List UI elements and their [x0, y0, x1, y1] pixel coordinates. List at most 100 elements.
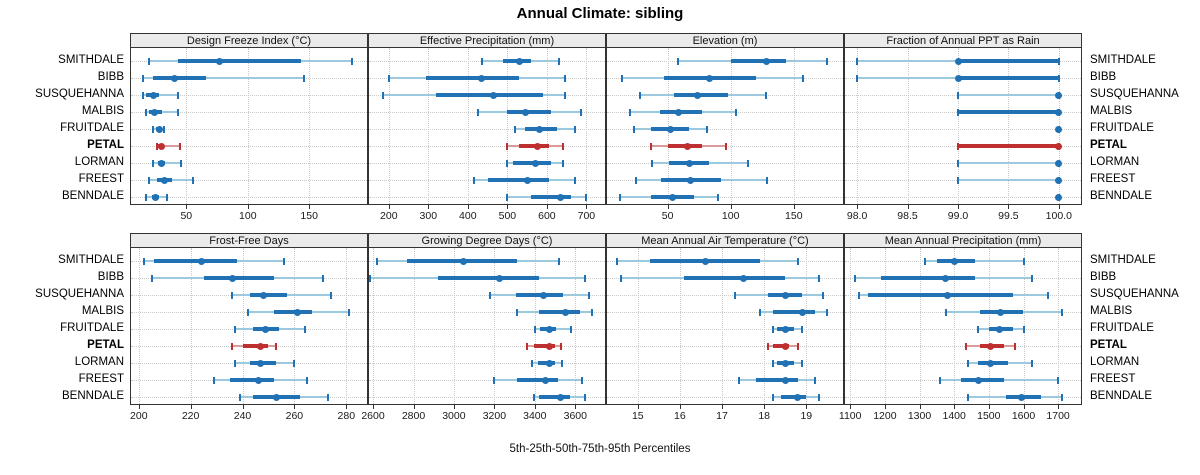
station-label-left-malbis: MALBIS: [81, 105, 124, 117]
y-gridline: [369, 346, 605, 347]
median-dot: [950, 257, 958, 265]
median-dot: [943, 291, 951, 299]
whisker-cap: [957, 108, 959, 116]
whisker-range: [958, 179, 1059, 181]
station-label-left-susquehanna: SUSQUEHANNA: [35, 288, 124, 300]
x-tick-label: 260: [285, 410, 304, 422]
y-gridline: [131, 112, 367, 113]
whisker-cap: [563, 74, 566, 82]
whisker-cap: [771, 393, 774, 401]
y-gridline: [845, 129, 1081, 130]
iqr-bar: [958, 110, 1059, 114]
median-dot: [257, 342, 265, 350]
y-gridline: [369, 197, 605, 198]
station-label-left-lorman: LORMAN: [74, 356, 124, 368]
chart-title: Annual Climate: sibling: [516, 5, 684, 22]
iqr-bar: [242, 344, 269, 348]
x-tick: [907, 205, 909, 209]
whisker-cap: [150, 274, 153, 282]
iqr-bar: [273, 310, 313, 314]
x-tick-label: 2600: [361, 410, 385, 422]
x-tick: [679, 405, 681, 409]
x-tick-label: 300: [419, 210, 438, 222]
x-gridline: [190, 248, 192, 404]
x-gridline: [958, 48, 959, 204]
whisker-cap: [1060, 308, 1063, 316]
whisker-cap: [472, 176, 475, 184]
whisker-cap: [724, 142, 727, 150]
median-dot: [216, 57, 223, 65]
whisker-cap: [275, 342, 278, 350]
y-gridline: [607, 312, 843, 313]
whisker-cap: [293, 359, 296, 367]
x-tick: [453, 405, 455, 409]
x-tick-label: 240: [233, 410, 252, 422]
median-dot: [954, 57, 962, 65]
whisker-cap: [967, 393, 969, 401]
panel-elevation-m: [606, 47, 844, 205]
whisker-cap: [381, 91, 384, 99]
whisker-cap: [796, 257, 799, 265]
whisker-cap: [327, 393, 330, 401]
x-tick: [534, 405, 536, 409]
x-tick: [373, 405, 374, 409]
x-tick-label: 15: [631, 410, 644, 422]
median-dot: [942, 274, 949, 282]
panel-mean-annual-air-temperature-c: [606, 247, 844, 405]
station-label-left-lorman: LORMAN: [74, 156, 124, 168]
whisker-cap: [635, 176, 637, 184]
x-gridline: [679, 248, 681, 404]
median-dot: [540, 291, 548, 299]
whisker-cap: [585, 193, 588, 201]
median-dot: [155, 125, 163, 133]
x-gridline: [186, 48, 188, 204]
whisker-cap: [532, 393, 535, 401]
iqr-bar: [958, 76, 1059, 80]
whisker-cap: [766, 176, 769, 184]
x-tick-label: 1600: [1011, 410, 1036, 422]
station-label-right-benndale: BENNDALE: [1090, 390, 1152, 402]
panel-fraction-of-annual-ppt-as-rain: [844, 47, 1082, 205]
x-tick: [190, 405, 192, 409]
station-label-right-bibb: BIBB: [1090, 71, 1117, 83]
y-gridline: [845, 329, 1081, 330]
station-label-left-susquehanna: SUSQUEHANNA: [35, 88, 124, 100]
whisker-cap: [152, 125, 155, 133]
y-gridline: [369, 312, 605, 313]
iqr-bar: [772, 310, 815, 314]
whisker-cap: [231, 342, 234, 350]
y-gridline: [607, 129, 843, 130]
iqr-bar: [867, 293, 1014, 297]
x-tick-label: 19: [800, 410, 813, 422]
whisker-cap: [628, 108, 631, 116]
station-label-right-freest: FREEST: [1090, 173, 1136, 185]
y-gridline: [131, 129, 367, 130]
whisker-cap: [573, 125, 576, 133]
station-label-left-smithdale: SMITHDALE: [58, 54, 124, 66]
whisker-cap: [573, 176, 576, 184]
whisker-cap: [923, 257, 926, 265]
whisker-cap: [493, 376, 496, 384]
iqr-bar: [177, 59, 301, 63]
whisker-cap: [621, 74, 624, 82]
whisker-cap: [533, 325, 536, 333]
iqr-bar: [538, 310, 581, 314]
x-tick: [546, 205, 548, 209]
y-gridline: [131, 146, 367, 147]
median-dot: [987, 359, 995, 367]
x-tick: [806, 405, 808, 409]
panel-design-freeze-index-c: [130, 47, 368, 205]
whisker-cap: [351, 57, 354, 65]
whisker-cap: [1031, 359, 1034, 367]
x-gridline: [857, 48, 859, 204]
station-label-left-smithdale: SMITHDALE: [58, 254, 124, 266]
iqr-bar: [958, 59, 1059, 63]
median-dot: [272, 393, 280, 401]
median-dot: [561, 308, 569, 316]
x-tick-label: 3200: [482, 410, 507, 422]
whisker-cap: [615, 257, 618, 265]
median-dot: [545, 359, 553, 367]
x-gridline: [309, 48, 311, 204]
median-dot: [515, 57, 523, 65]
iqr-bar: [516, 378, 559, 382]
